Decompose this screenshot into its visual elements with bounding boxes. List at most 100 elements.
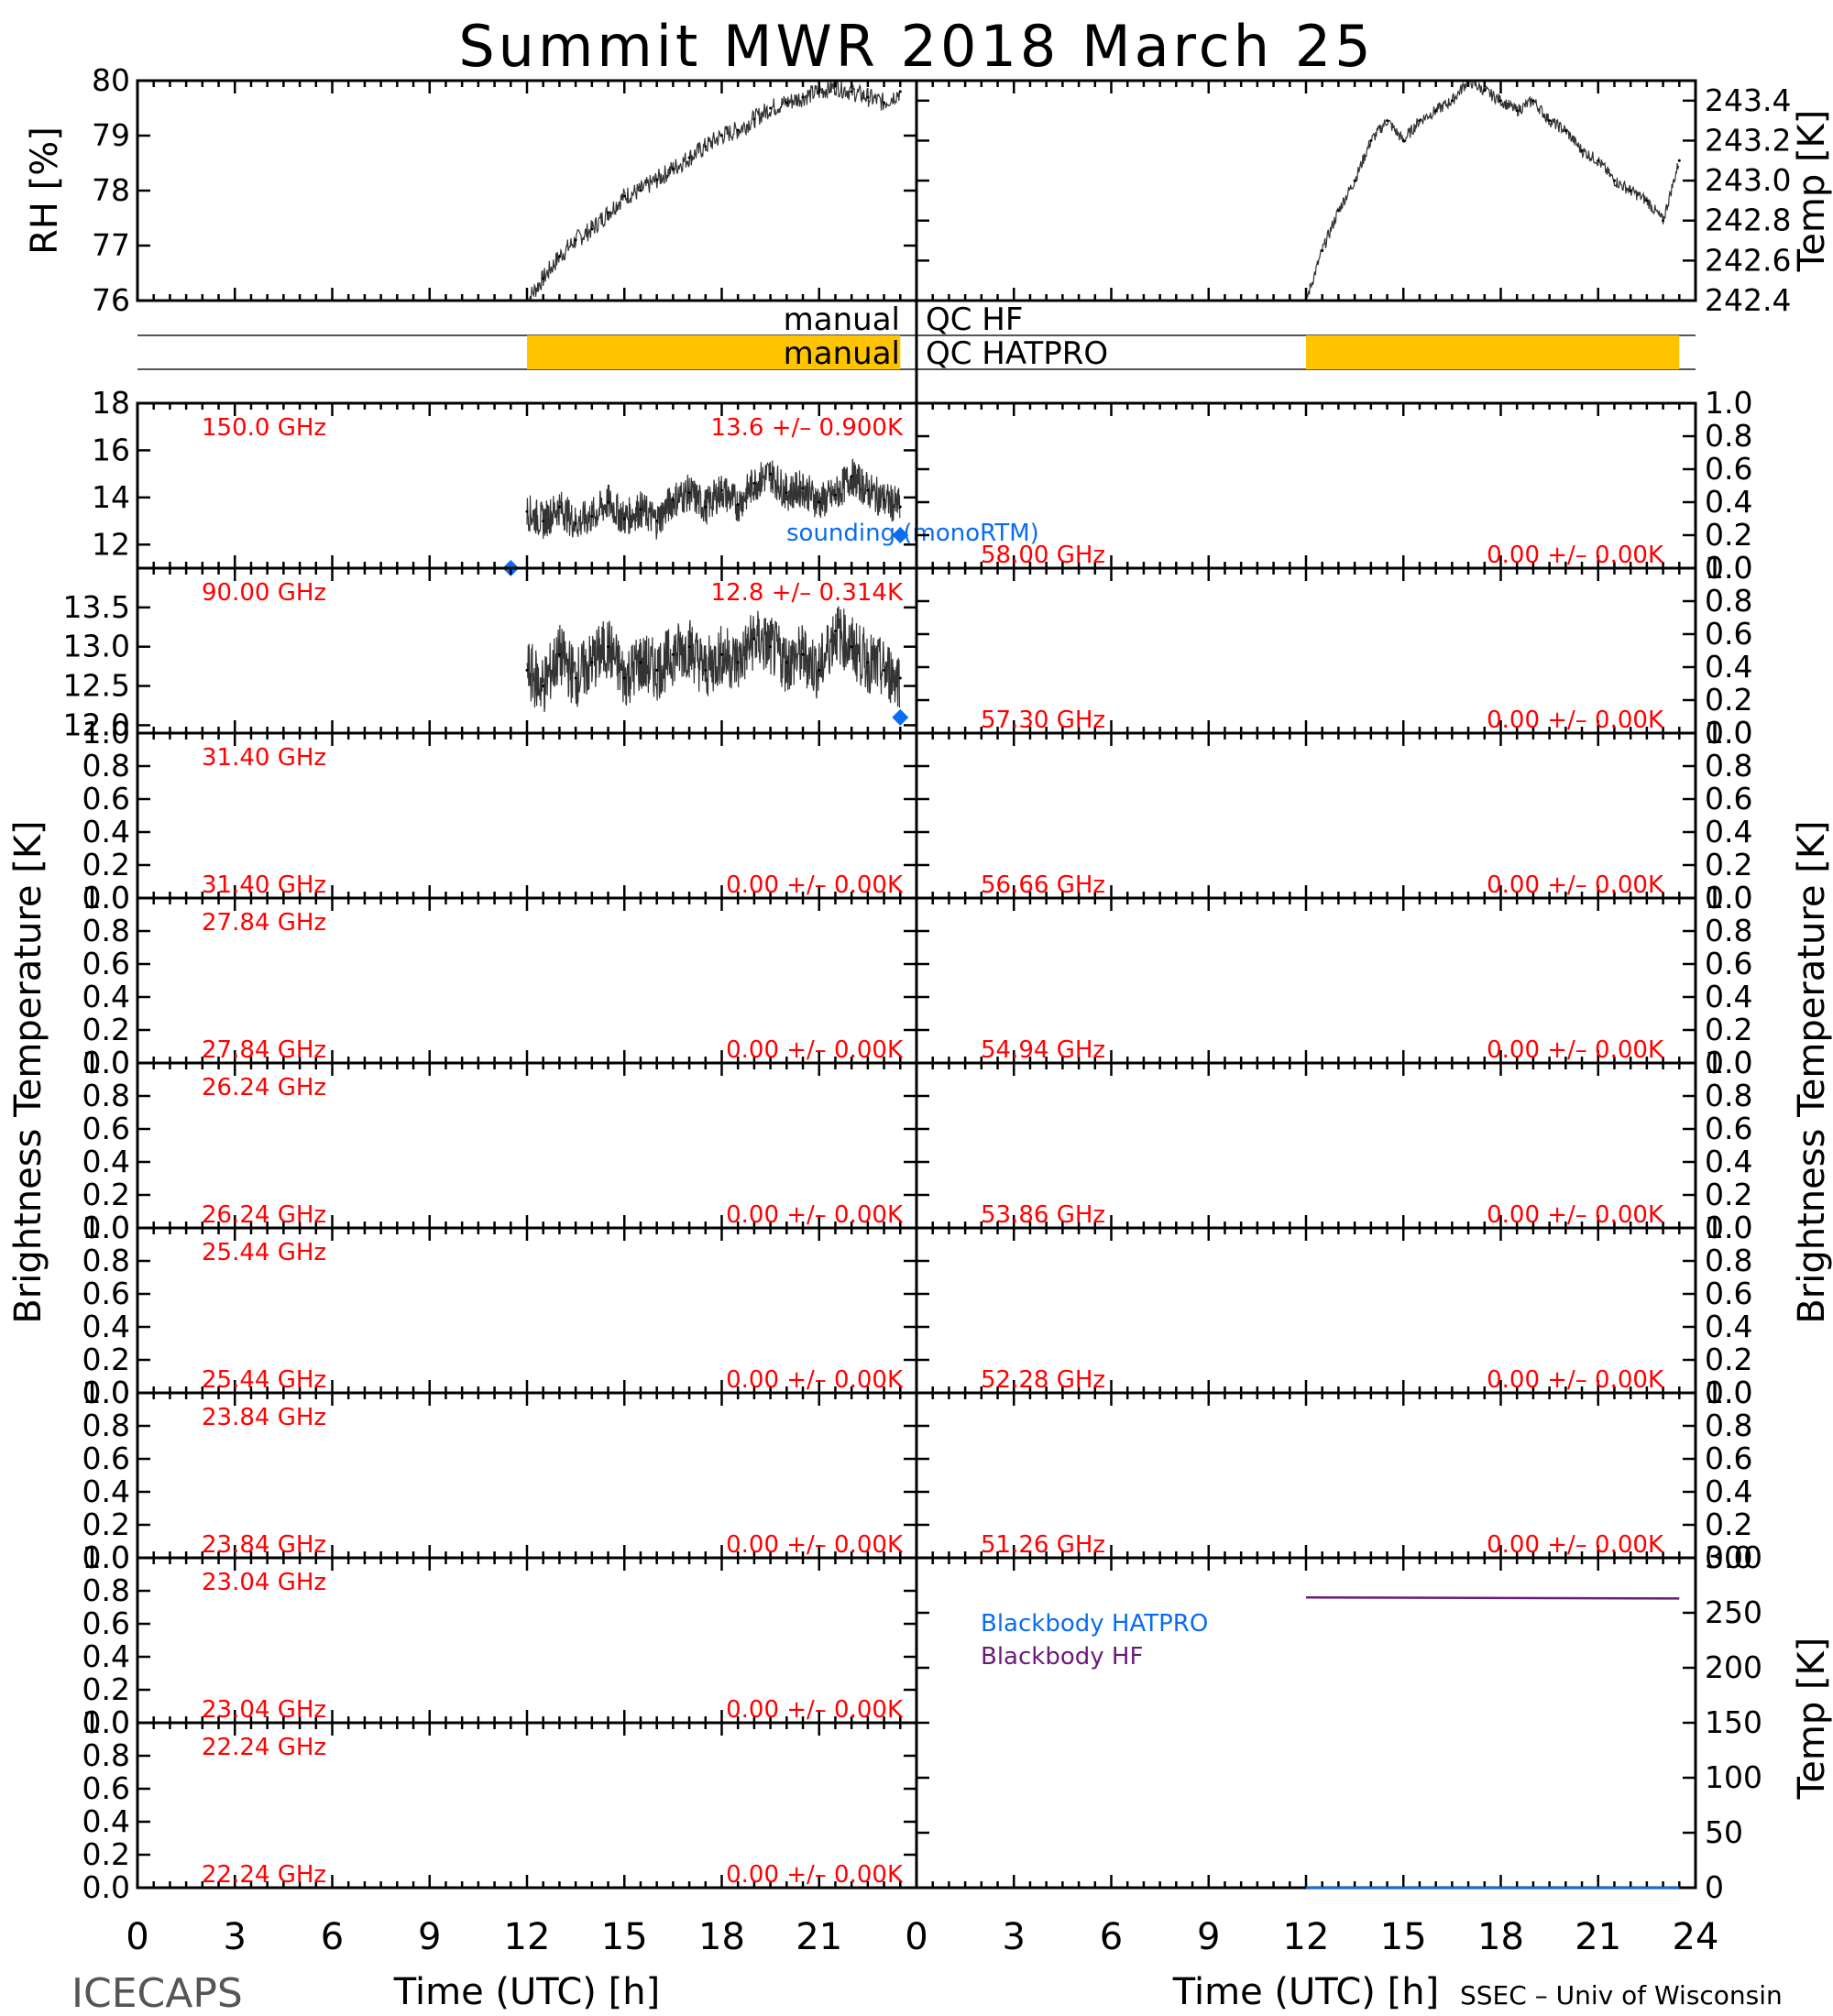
tb-left-2-ytick-label: 13.0 xyxy=(63,629,130,664)
air-temp-point xyxy=(1662,219,1665,223)
air-temp-point xyxy=(1434,109,1438,113)
tb-left-1-point xyxy=(671,498,675,501)
blackbody-legend-0: Blackbody HATPRO xyxy=(981,1610,1208,1638)
tb-left-2-point xyxy=(655,668,659,672)
blackbody-series-1 xyxy=(1305,1595,1680,1600)
tb-right-7-ytick-label: 0.2 xyxy=(1705,1507,1752,1542)
tb-left-2-stats-label: 12.8 +/– 0.314K xyxy=(711,579,904,607)
x-tick-label-right: 6 xyxy=(1100,1916,1123,1958)
tb-left-4-ytick-label: 0.0 xyxy=(82,1045,130,1080)
tb-left-5-ytick-label: 0.6 xyxy=(82,1111,130,1146)
tb-left-2-point xyxy=(607,645,610,649)
tb-right-1-ytick-label: 0.6 xyxy=(1705,451,1752,487)
tb-left-3-ytick-label: 1.0 xyxy=(82,715,130,751)
qc-hatpro-label-left: manual xyxy=(784,335,900,372)
tb-left-1-point xyxy=(704,505,708,509)
tb-left-6-stats-label: 0.00 +/– 0.00K xyxy=(726,1366,904,1394)
rh-point xyxy=(557,255,561,258)
rh-ytick-label: 78 xyxy=(92,172,130,208)
rh-point xyxy=(769,106,773,110)
tb-left-1-point xyxy=(639,508,642,511)
x-tick-label-right: 18 xyxy=(1477,1916,1524,1958)
qc-flag-left xyxy=(527,335,901,369)
air-temp-axis-label: Temp [K] xyxy=(1791,110,1833,273)
rh-point xyxy=(720,134,723,137)
tb-left-9-frequency-label: 22.24 GHz xyxy=(202,1734,326,1761)
x-tick-label-left: 21 xyxy=(796,1916,842,1958)
tb-right-6-frequency-label: 52.28 GHz xyxy=(981,1366,1105,1394)
tb-left-2-point xyxy=(801,652,805,656)
tb-right-4-ytick-label: 0.0 xyxy=(1705,1045,1752,1080)
tb-left-1-point xyxy=(542,520,545,523)
tb-left-4-stats-label: 0.00 +/– 0.00K xyxy=(726,1036,904,1064)
tb-left-2-point xyxy=(736,661,740,664)
x-axis-label-left: Time (UTC) [h] xyxy=(393,1971,660,2013)
tb-right-2-ytick-label: 0.0 xyxy=(1705,715,1752,751)
air-temp-ytick-label: 243.0 xyxy=(1705,162,1791,198)
tb-right-1-frequency-label: 58.00 GHz xyxy=(981,542,1105,569)
tb-left-9-ytick-label: 0.2 xyxy=(82,1836,130,1872)
tb-right-4-ytick-label: 0.4 xyxy=(1705,979,1752,1014)
tb-right-7-ytick-label: 0.6 xyxy=(1705,1441,1752,1476)
tb-right-4-ytick-label: 1.0 xyxy=(1705,880,1752,915)
tb-left-1-frequency-label: 150.0 GHz xyxy=(202,414,326,442)
air-temp-point xyxy=(1336,209,1340,213)
tb-right-6-ytick-label: 0.0 xyxy=(1705,1375,1752,1410)
tb-left-1-point xyxy=(607,500,610,504)
rh-point xyxy=(590,227,594,231)
tb-left-2-point xyxy=(525,668,529,672)
tb-left-4-ytick-label: 0.4 xyxy=(82,979,130,1014)
tb-right-7-ytick-label: 0.4 xyxy=(1705,1474,1752,1509)
tb-right-1-ytick-label: 0.8 xyxy=(1705,418,1752,454)
tb-right-1-stats-label: 0.00 +/– 0.00K xyxy=(1487,542,1664,569)
rh-point xyxy=(671,167,675,170)
tb-left-9-stats-label: 0.00 +/– 0.00K xyxy=(726,1861,904,1889)
tb-right-1-ytick-label: 1.0 xyxy=(1705,385,1752,421)
tb-right-3-frequency-label: 56.66 GHz xyxy=(981,871,1105,899)
tb-left-8-ytick-label: 0.4 xyxy=(82,1638,130,1674)
tb-right-2-ytick-label: 0.8 xyxy=(1705,583,1752,619)
tb-left-2-ytick-label: 13.5 xyxy=(63,589,130,625)
tb-right-3-ytick-label: 0.4 xyxy=(1705,814,1752,849)
tb-axis-label-right: Brightness Temperature [K] xyxy=(1791,820,1833,1323)
tb-right-4-frequency-label: 54.94 GHz xyxy=(981,1036,1105,1064)
tb-left-1-point xyxy=(769,472,773,476)
blackbody-ytick-label: 150 xyxy=(1705,1704,1762,1740)
tb-left-1-point xyxy=(801,487,805,490)
rh-point xyxy=(704,145,708,148)
tb-left-1-ytick-label: 12 xyxy=(92,526,130,562)
tb-left-4-ytick-label: 0.2 xyxy=(82,1012,130,1047)
tb-right-4-ytick-label: 0.6 xyxy=(1705,946,1752,981)
air-temp-trace xyxy=(1305,79,1680,298)
air-temp-point xyxy=(1386,119,1389,123)
tb-right-3-ytick-label: 0.8 xyxy=(1705,748,1752,783)
tb-left-2-point xyxy=(671,652,675,656)
x-tick-label-left: 0 xyxy=(905,1916,927,1958)
tb-right-6-stats-label: 0.00 +/– 0.00K xyxy=(1487,1366,1664,1394)
tb-left-2-point xyxy=(866,661,870,664)
x-tick-label-left: 0 xyxy=(126,1916,148,1958)
tb-right-3-ytick-label: 0.2 xyxy=(1705,847,1752,882)
tb-left-7-frequency-label: 23.84 GHz xyxy=(202,1531,326,1559)
tb-right-1-ytick-label: 0.0 xyxy=(1705,550,1752,586)
tb-left-2-point xyxy=(850,645,853,649)
tb-left-1-point xyxy=(866,488,870,492)
tb-left-2-point xyxy=(752,637,756,641)
tb-left-5-ytick-label: 0.8 xyxy=(82,1078,130,1113)
tb-right-2-ytick-label: 0.2 xyxy=(1705,682,1752,718)
tb-left-2-point xyxy=(622,676,626,680)
tb-left-4-ytick-label: 0.8 xyxy=(82,913,130,948)
tb-right-3-ytick-label: 0.0 xyxy=(1705,880,1752,915)
tb-left-1-point xyxy=(525,509,529,513)
tb-left-7-ytick-label: 0.8 xyxy=(82,1408,130,1443)
tb-left-1-sounding-point xyxy=(892,527,909,543)
tb-left-2-ytick-label: 12.0 xyxy=(63,707,130,742)
rh-point xyxy=(785,101,788,104)
tb-left-8-ytick-label: 0.2 xyxy=(82,1671,130,1707)
qc-flag-right xyxy=(1306,335,1680,369)
rh-point xyxy=(542,277,545,280)
tb-left-3-frequency-label: 31.40 GHz xyxy=(202,871,326,899)
air-temp-point xyxy=(1548,119,1552,123)
tb-left-9-ytick-label: 0.8 xyxy=(82,1737,130,1773)
